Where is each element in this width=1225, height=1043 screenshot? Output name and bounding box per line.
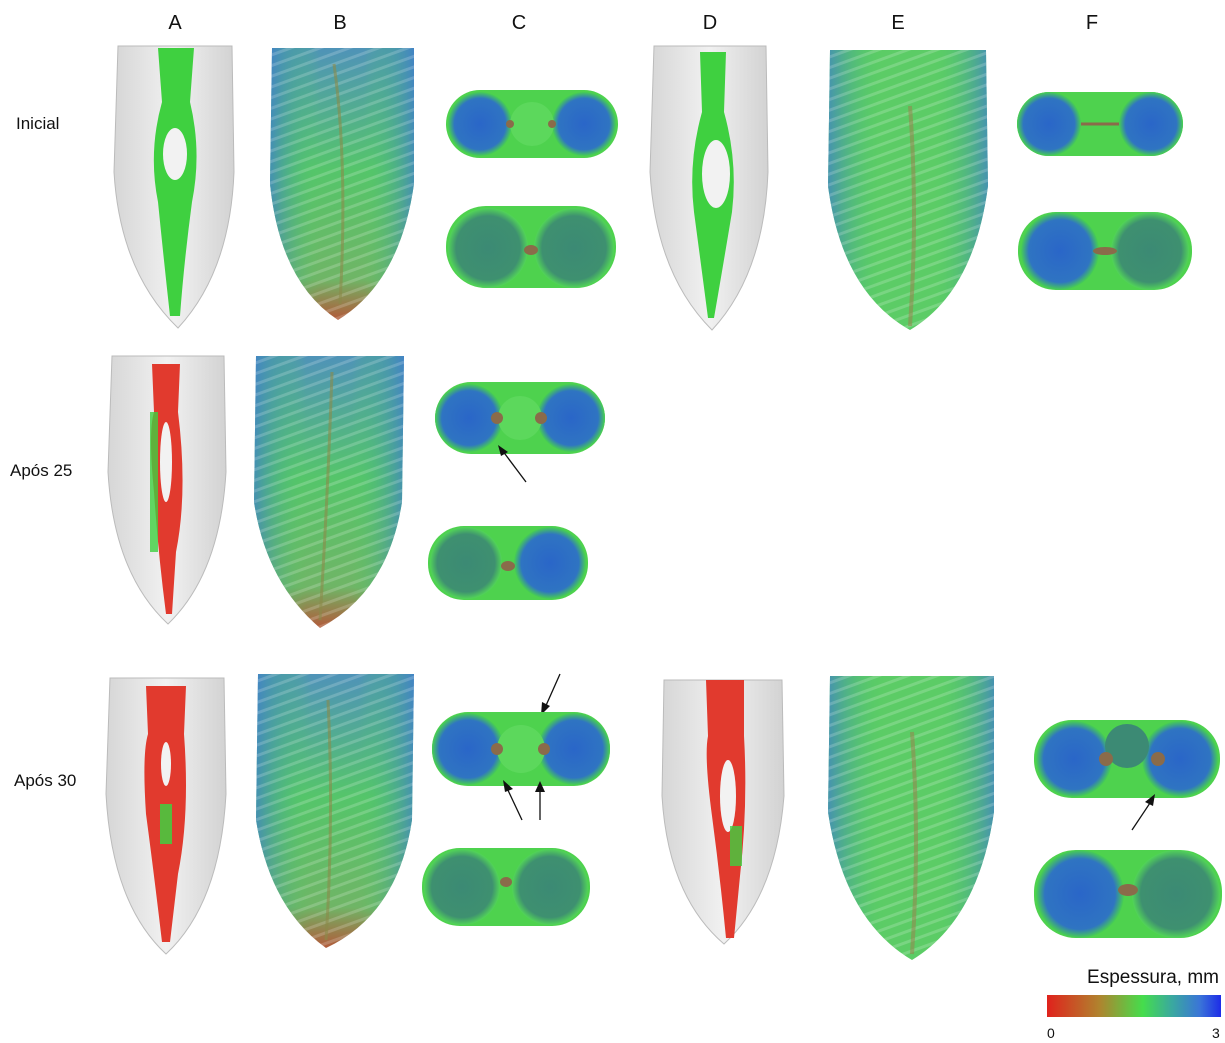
column-label-b: B xyxy=(333,12,347,34)
arrow-c-apos-30-bottom-left xyxy=(500,778,526,822)
colorbar-min-label: 0 xyxy=(1047,1025,1055,1041)
row-label-apos-30: Após 30 xyxy=(14,771,77,790)
thickness-panel-b-inicial xyxy=(268,44,418,324)
row-label-apos-25: Após 25 xyxy=(10,461,73,480)
tooth-panel-d-inicial xyxy=(648,42,772,334)
thickness-panel-b-apos-25 xyxy=(252,352,408,632)
tooth-panel-d-apos-30 xyxy=(660,676,786,948)
tooth-panel-a-apos-30 xyxy=(104,674,230,958)
column-label-c: C xyxy=(511,12,527,34)
cross-section-c-inicial-bottom xyxy=(444,204,618,290)
thickness-panel-b-apos-30 xyxy=(254,670,418,952)
colorbar-max-label: 3 xyxy=(1212,1025,1220,1041)
thickness-panel-e-inicial xyxy=(826,46,992,334)
cross-section-c-apos-25-top xyxy=(433,376,607,460)
arrow-c-apos-30-bottom-right xyxy=(530,780,550,822)
colorbar-title: Espessura, mm xyxy=(1087,967,1219,988)
tooth-panel-a-apos-25 xyxy=(106,352,230,628)
colorbar-gradient xyxy=(1047,995,1221,1017)
row-label-inicial: Inicial xyxy=(16,114,60,133)
cross-section-f-inicial-top xyxy=(1015,88,1185,160)
column-label-a: A xyxy=(168,12,182,34)
cross-section-f-apos-30-bottom xyxy=(1032,848,1224,940)
thickness-panel-e-apos-30 xyxy=(826,672,998,964)
arrow-c-apos-25 xyxy=(496,444,530,484)
cross-section-f-apos-30-top xyxy=(1032,716,1222,802)
cross-section-c-apos-25-bottom xyxy=(426,524,590,602)
cross-section-c-inicial-top xyxy=(444,84,620,164)
cross-section-f-inicial-bottom xyxy=(1016,210,1194,292)
arrow-f-apos-30 xyxy=(1128,792,1158,832)
column-label-d: D xyxy=(702,12,718,34)
cross-section-c-apos-30-top xyxy=(430,708,612,790)
column-label-f: F xyxy=(1085,12,1099,34)
arrow-c-apos-30-top xyxy=(538,672,564,716)
column-label-e: E xyxy=(891,12,905,34)
tooth-panel-a-inicial xyxy=(112,42,238,332)
cross-section-c-apos-30-bottom xyxy=(420,846,592,928)
